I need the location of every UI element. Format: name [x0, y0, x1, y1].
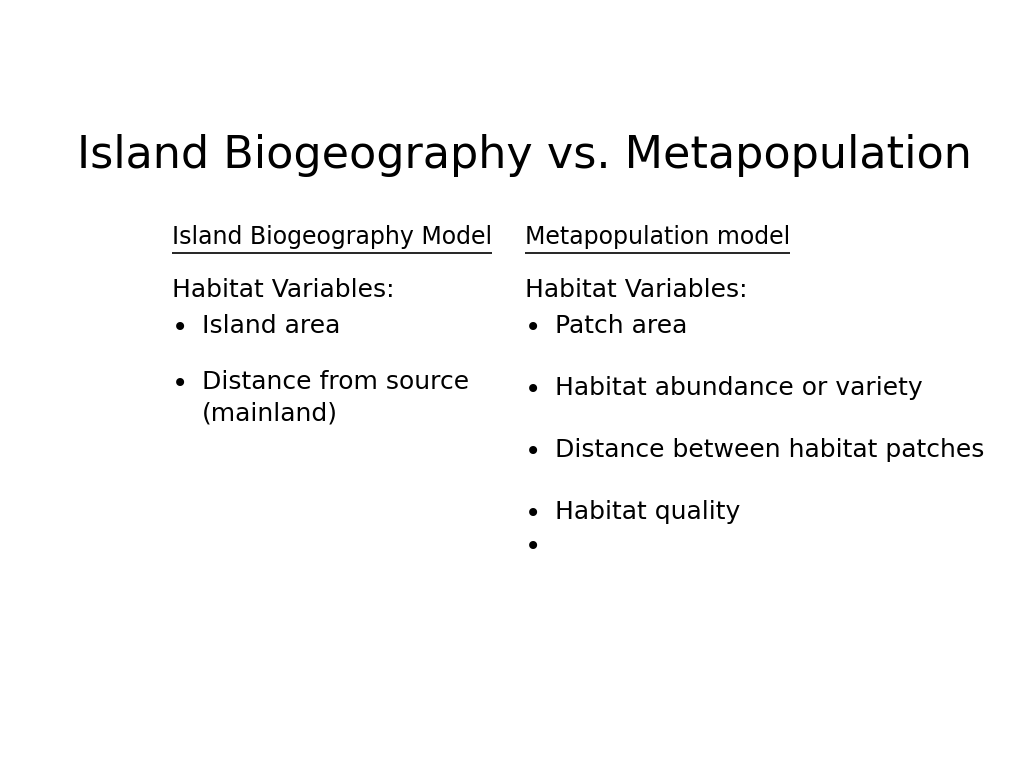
- Text: Island Biogeography Model: Island Biogeography Model: [172, 225, 492, 249]
- Text: •: •: [524, 500, 541, 528]
- Text: Distance from source
(mainland): Distance from source (mainland): [202, 370, 469, 425]
- Text: Habitat Variables:: Habitat Variables:: [524, 279, 748, 303]
- Text: •: •: [524, 314, 541, 342]
- Text: Island Biogeography vs. Metapopulation: Island Biogeography vs. Metapopulation: [78, 134, 972, 177]
- Text: Patch area: Patch area: [555, 314, 687, 338]
- Text: Distance between habitat patches: Distance between habitat patches: [555, 438, 984, 462]
- Text: Island area: Island area: [202, 314, 340, 338]
- Text: Habitat quality: Habitat quality: [555, 500, 740, 525]
- Text: •: •: [524, 533, 541, 561]
- Text: Habitat abundance or variety: Habitat abundance or variety: [555, 376, 923, 400]
- Text: Metapopulation model: Metapopulation model: [524, 225, 791, 249]
- Text: •: •: [172, 370, 187, 398]
- Text: •: •: [524, 438, 541, 466]
- Text: •: •: [172, 314, 187, 342]
- Text: •: •: [524, 376, 541, 404]
- Text: Habitat Variables:: Habitat Variables:: [172, 279, 394, 303]
